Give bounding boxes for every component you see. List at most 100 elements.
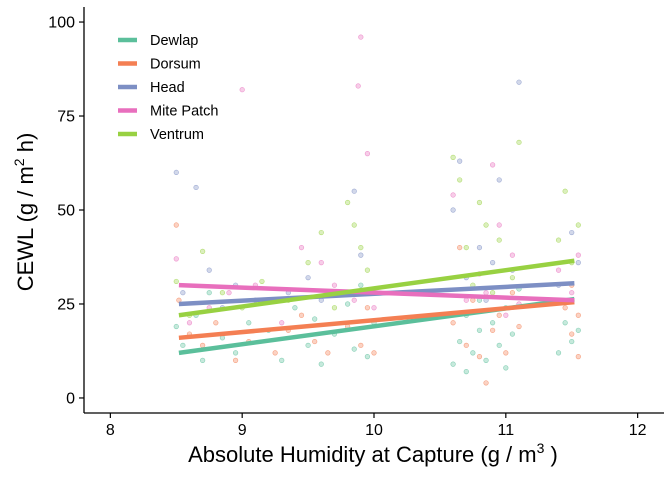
legend-label-mite-patch: Mite Patch <box>150 104 219 120</box>
point-dewlap <box>180 342 186 348</box>
legend-label-ventrum: Ventrum <box>150 127 204 143</box>
point-dorsum <box>509 290 516 296</box>
point-mite-patch <box>509 252 516 258</box>
point-mite-patch <box>364 151 371 157</box>
point-head <box>569 229 575 236</box>
point-ventrum <box>490 290 496 296</box>
point-dorsum <box>325 350 331 356</box>
point-head <box>496 177 502 183</box>
point-mite-patch <box>463 297 469 303</box>
y-tick-label: 75 <box>57 109 75 126</box>
point-dewlap <box>364 354 371 360</box>
point-ventrum <box>450 154 456 160</box>
fit-line-mite-patch <box>178 282 575 303</box>
point-dewlap <box>555 350 562 356</box>
point-dewlap <box>483 357 489 363</box>
point-ventrum <box>259 278 265 285</box>
point-head <box>351 188 357 194</box>
x-tick-label: 12 <box>629 422 647 439</box>
point-dorsum <box>483 380 489 386</box>
y-ticks: 0 25 50 75 100 <box>48 15 84 407</box>
point-mite-patch <box>279 320 285 326</box>
point-head <box>476 244 483 251</box>
point-ventrum <box>305 260 311 266</box>
point-dewlap <box>476 327 483 333</box>
point-dorsum <box>371 350 377 356</box>
legend: Dewlap Dorsum Head Mite Patch Ventrum <box>118 33 219 143</box>
point-dewlap <box>200 357 206 363</box>
point-ventrum <box>200 248 206 254</box>
point-dewlap <box>318 361 324 367</box>
legend-label-dewlap: Dewlap <box>150 33 198 49</box>
point-dorsum <box>173 222 179 228</box>
x-tick-label: 10 <box>365 422 383 439</box>
point-dorsum <box>575 312 581 318</box>
x-tick-label: 8 <box>106 422 115 439</box>
point-ventrum <box>457 177 463 183</box>
point-dorsum <box>496 312 502 318</box>
point-ventrum <box>364 267 371 273</box>
legend-label-dorsum: Dorsum <box>150 57 201 73</box>
point-ventrum <box>509 275 516 281</box>
point-ventrum <box>476 199 483 206</box>
point-mite-patch <box>351 297 357 303</box>
point-mite-patch <box>226 290 232 296</box>
point-ventrum <box>358 244 364 251</box>
point-mite-patch <box>496 222 502 228</box>
point-head <box>180 290 186 296</box>
point-ventrum <box>351 222 357 228</box>
point-mite-patch <box>318 260 324 266</box>
y-tick-label: 100 <box>48 15 75 32</box>
point-dorsum <box>575 354 581 360</box>
point-ventrum <box>219 290 226 296</box>
point-dewlap <box>305 342 311 348</box>
point-dewlap <box>569 338 575 345</box>
point-mite-patch <box>490 162 496 168</box>
point-dorsum <box>476 354 483 360</box>
point-dewlap <box>206 290 212 296</box>
point-dewlap <box>312 316 318 322</box>
point-dorsum <box>457 244 463 251</box>
point-ventrum <box>318 229 324 236</box>
point-dewlap <box>503 365 509 371</box>
point-dewlap <box>470 350 476 356</box>
point-mite-patch <box>450 192 456 198</box>
point-mite-patch <box>483 290 489 296</box>
point-mite-patch <box>575 252 581 258</box>
point-mite-patch <box>358 34 364 40</box>
point-head <box>358 252 364 258</box>
point-mite-patch <box>503 312 509 318</box>
point-mite-patch <box>555 267 562 273</box>
point-dewlap <box>351 346 357 352</box>
point-dewlap <box>232 350 239 356</box>
point-ventrum <box>173 278 179 285</box>
point-dewlap <box>358 282 364 288</box>
point-dorsum <box>569 331 575 337</box>
point-head <box>457 158 463 164</box>
point-dorsum <box>516 323 522 330</box>
point-ventrum <box>516 139 522 145</box>
point-dewlap <box>463 369 469 375</box>
point-head <box>206 267 212 273</box>
point-head <box>575 260 581 266</box>
point-head <box>193 184 199 191</box>
y-axis-title: CEWL (g / m2 h) <box>11 133 38 292</box>
point-dorsum <box>562 305 568 311</box>
point-dorsum <box>200 342 206 348</box>
point-ventrum <box>575 222 581 228</box>
point-dorsum <box>364 305 371 311</box>
point-dewlap <box>246 320 252 326</box>
point-dewlap <box>562 320 568 326</box>
point-ventrum <box>345 199 351 206</box>
point-dorsum <box>450 320 456 326</box>
y-tick-label: 0 <box>66 390 75 407</box>
point-dorsum <box>503 350 509 356</box>
point-ventrum <box>463 244 469 251</box>
point-ventrum <box>555 237 562 243</box>
point-dewlap <box>509 331 516 337</box>
point-dorsum <box>213 320 219 326</box>
x-tick-label: 9 <box>238 422 247 439</box>
point-head <box>450 207 456 213</box>
